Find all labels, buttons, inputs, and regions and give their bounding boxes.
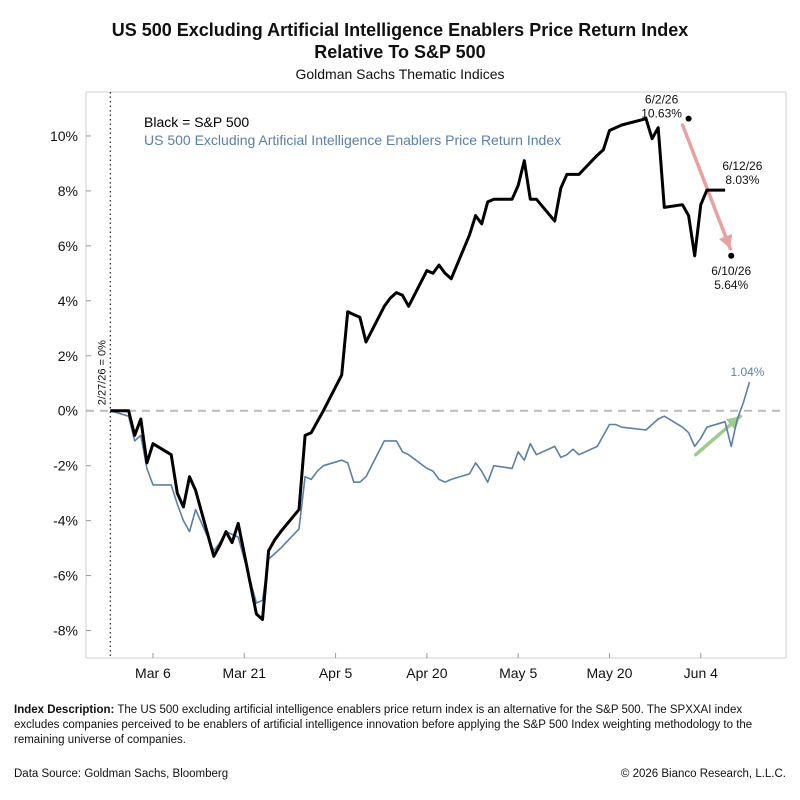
- y-tick-label: -4%: [53, 513, 78, 529]
- peak-value-label: 10.63%: [641, 107, 682, 121]
- y-tick-label: 0%: [58, 403, 78, 419]
- axes-layer: -8% -6% -4% -2% 0% 2% 4% 6% 8% 10% Mar 6 Mar 21 Apr …: [50, 92, 786, 681]
- x-tick-label: May 5: [499, 665, 537, 681]
- legend-sp500: Black = S&P 500: [144, 114, 249, 130]
- y-tick-label: 8%: [58, 183, 78, 199]
- x-tick-label: Jun 4: [684, 665, 718, 681]
- y-tick-label: -2%: [53, 458, 78, 474]
- last-spxxai-value-label: 1.04%: [730, 365, 764, 379]
- y-tick-label: -6%: [53, 568, 78, 584]
- baseline-date-label: 2/27/26 = 0%: [96, 340, 108, 405]
- y-tick-label: 6%: [58, 238, 78, 254]
- x-tick-label: Apr 5: [319, 665, 353, 681]
- last-sp500-value-label: 8.03%: [725, 173, 759, 187]
- peak-marker: [685, 115, 692, 122]
- plot-frame: [85, 91, 787, 659]
- trough-value-label: 5.64%: [714, 278, 748, 292]
- copyright: © 2026 Bianco Research, L.L.C.: [620, 768, 786, 780]
- series-sp500-line: [110, 117, 726, 621]
- y-tick-label: 4%: [58, 293, 78, 309]
- series-spxxai-line: [110, 381, 751, 604]
- trough-date-label: 6/10/26: [711, 264, 751, 278]
- index-description-text: The US 500 excluding artificial intellig…: [14, 704, 753, 746]
- down-arrow-head: [719, 233, 733, 249]
- down-arrow-shaft: [680, 123, 732, 251]
- y-tick-label: 10%: [50, 128, 78, 144]
- x-tick-label: Mar 21: [222, 665, 266, 681]
- index-description: Index Description: The US 500 excluding …: [14, 703, 784, 748]
- chart-title-line2: Relative To S&P 500: [314, 42, 486, 62]
- chart-title-line1: US 500 Excluding Artificial Intelligence…: [111, 20, 689, 40]
- peak-date-label: 6/2/26: [645, 93, 679, 107]
- index-description-label: Index Description:: [14, 704, 115, 716]
- y-tick-label: -8%: [53, 623, 78, 639]
- last-sp500-date-label: 6/12/26: [722, 159, 762, 173]
- chart-svg: -8% -6% -4% -2% 0% 2% 4% 6% 8% 10% Mar 6 Mar 21 Apr …: [50, 91, 787, 681]
- series-layer: [110, 117, 751, 621]
- x-tick-label: Apr 20: [406, 665, 447, 681]
- data-source: Data Source: Goldman Sachs, Bloomberg: [14, 768, 229, 780]
- chart-subtitle: Goldman Sachs Thematic Indices: [295, 66, 505, 82]
- y-tick-label: 2%: [58, 348, 78, 364]
- x-tick-label: May 20: [587, 665, 633, 681]
- trough-marker: [728, 252, 735, 259]
- legend-spxxai: US 500 Excluding Artificial Intelligence…: [144, 132, 561, 148]
- x-tick-label: Mar 6: [135, 665, 171, 681]
